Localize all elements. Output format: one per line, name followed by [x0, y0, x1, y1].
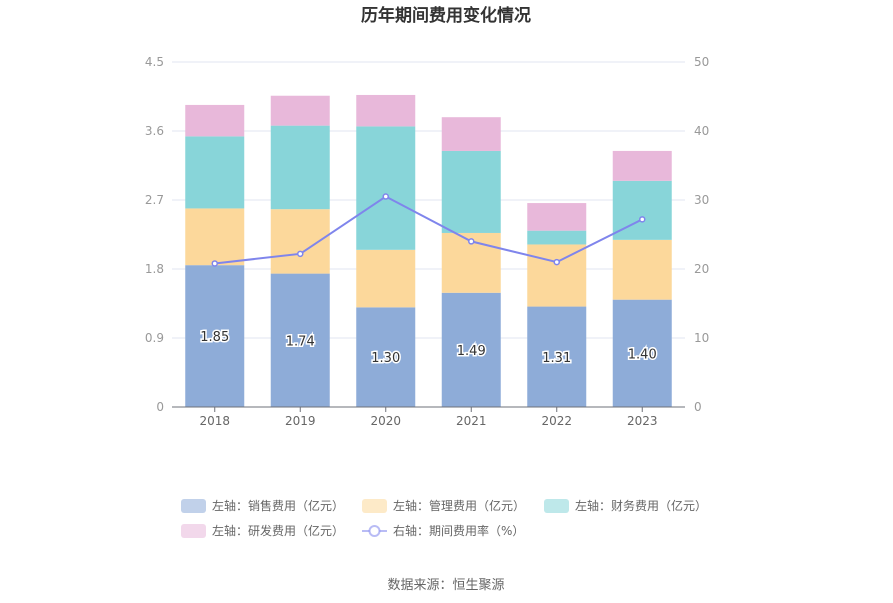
bar-segment-1-2022 [527, 306, 587, 407]
left-tick-label: 2.7 [145, 193, 164, 207]
legend-label: 右轴：期间费用率（%） [393, 523, 524, 538]
legend-swatch [181, 499, 206, 513]
bar-segment-3-2023 [612, 180, 672, 240]
right-axis-ticks: 0 10 20 30 40 50 [694, 55, 709, 414]
bar-segment-4-2021 [441, 117, 501, 151]
x-tick-label-2022: 2022 [541, 414, 572, 428]
x-tick-label-2019: 2019 [285, 414, 316, 428]
bar-segment-2-2022 [527, 244, 587, 307]
rate-point-2020 [382, 193, 389, 200]
right-tick-label: 10 [694, 331, 709, 345]
data-label-2020: 1.30 [371, 351, 400, 366]
right-tick-label: 20 [694, 262, 709, 276]
bar-segment-2-2019 [270, 209, 330, 274]
source-note: 数据来源：恒生聚源 [387, 578, 504, 593]
left-tick-label: 3.6 [145, 124, 164, 138]
x-axis-ticks: 2018 2019 2020 2021 2022 2023 [199, 407, 658, 428]
bar-segment-4-2020 [356, 94, 416, 127]
bar-segment-1-2018 [185, 265, 245, 407]
rate-line [214, 195, 643, 265]
left-tick-label: 4.5 [145, 55, 164, 69]
right-tick-label: 0 [694, 400, 702, 414]
bar-segment-2-2023 [612, 239, 672, 300]
data-label-2021: 1.49 [457, 344, 486, 359]
bar-segment-1-2021 [441, 292, 501, 407]
right-tick-label: 50 [694, 55, 709, 69]
bar-segment-1-2020 [356, 307, 416, 407]
left-tick-label: 1.8 [145, 262, 164, 276]
legend-swatch-marker [368, 525, 381, 537]
line-series [211, 193, 646, 267]
bar-segment-3-2022 [527, 230, 587, 245]
legend-swatch [362, 499, 387, 513]
bar-segment-4-2022 [527, 203, 587, 231]
grid-lines [172, 61, 685, 339]
rate-point-2019 [297, 250, 304, 258]
legend-label: 左轴：研发费用（亿元） [212, 523, 344, 538]
legend-label: 左轴：财务费用（亿元） [575, 498, 707, 513]
legend-label: 左轴：销售费用（亿元） [212, 498, 344, 513]
data-label-2022: 1.31 [542, 351, 571, 366]
bar-segment-4-2019 [270, 95, 330, 126]
left-tick-label: 0 [156, 400, 164, 414]
legend: 左轴：销售费用（亿元） 左轴：管理费用（亿元） 左轴：财务费用（亿元） 左轴：研发费用… [181, 498, 707, 538]
rate-point-2022 [553, 258, 560, 266]
x-tick-label-2020: 2020 [370, 414, 401, 428]
bar-series [185, 94, 672, 407]
rate-point-2018 [211, 260, 218, 267]
bar-segment-1-2019 [270, 273, 330, 407]
legend-label: 左轴：管理费用（亿元） [393, 498, 525, 513]
left-axis-ticks: 0 0.9 1.8 2.7 3.6 4.5 [145, 55, 164, 414]
data-label-2023: 1.40 [628, 347, 657, 362]
bar-segment-3-2021 [441, 150, 501, 233]
bar-segment-3-2019 [270, 125, 330, 210]
bar-segment-2-2020 [356, 249, 416, 308]
bar-segment-3-2018 [185, 136, 245, 209]
bar-segment-3-2020 [356, 126, 416, 250]
rate-point-2023 [639, 216, 646, 223]
x-tick-label-2021: 2021 [456, 414, 487, 428]
legend-swatch [544, 499, 569, 513]
bar-segment-4-2018 [185, 104, 245, 137]
x-tick-label-2018: 2018 [199, 414, 230, 428]
legend-swatch [181, 524, 206, 538]
bar-segment-2-2018 [185, 208, 245, 266]
bar-segment-4-2023 [612, 150, 672, 181]
bar-segment-1-2023 [612, 299, 672, 407]
x-tick-label-2023: 2023 [627, 414, 658, 428]
data-labels: 1.85 1.74 1.30 1.49 1.31 1.40 [199, 329, 658, 368]
right-tick-label: 30 [694, 193, 709, 207]
data-label-2018: 1.85 [200, 330, 229, 345]
chart-title: 历年期间费用变化情况 [361, 5, 531, 26]
right-tick-label: 40 [694, 124, 709, 138]
left-tick-label: 0.9 [145, 331, 164, 345]
rate-point-2021 [468, 238, 475, 245]
data-label-2019: 1.74 [286, 334, 315, 349]
